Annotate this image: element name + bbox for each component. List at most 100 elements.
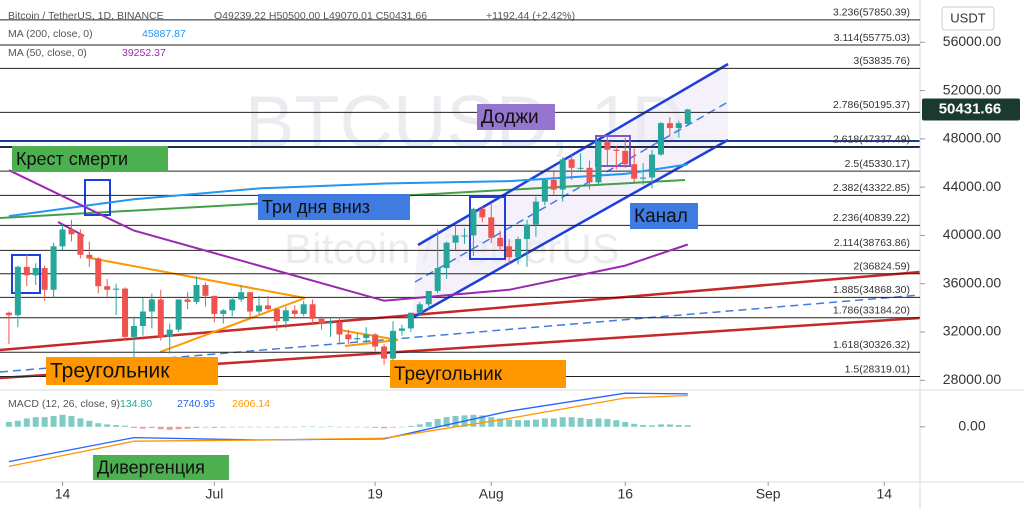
y-tick-label: 44000.00	[943, 178, 1002, 194]
annotation-box	[46, 357, 218, 385]
candle-body	[247, 292, 254, 312]
macd-bar	[41, 417, 48, 427]
macd-legend-value: 2740.95	[177, 398, 215, 410]
macd-bar	[282, 426, 289, 428]
candle-body	[443, 242, 450, 269]
macd-line	[8, 394, 688, 468]
price-badge-label: 50431.66	[939, 100, 1002, 117]
macd-bar	[398, 426, 405, 428]
candle-body	[14, 266, 21, 316]
candle-body	[666, 123, 673, 128]
candle-body	[595, 141, 602, 183]
macd-bar	[318, 426, 325, 428]
candle-body	[407, 312, 414, 329]
macd-bar	[113, 425, 120, 427]
macd-bar	[309, 426, 316, 428]
macd-bar	[157, 426, 164, 430]
macd-bar	[407, 425, 414, 427]
candle-body	[631, 164, 638, 179]
candle-body	[148, 299, 155, 312]
change-label: +1192.44 (+2.42%)	[486, 10, 575, 22]
macd-bar	[59, 414, 66, 427]
x-tick-label: Aug	[479, 486, 504, 502]
annotation-box	[390, 360, 566, 388]
candle-body	[506, 246, 513, 258]
macd-bar	[381, 426, 388, 429]
macd-bar	[86, 420, 93, 427]
candle-body	[363, 334, 370, 339]
ohlc-label: O49239.22 H50500.00 L49070.01 C50431.66	[214, 10, 427, 22]
x-tick-label: Sep	[756, 486, 781, 502]
candle-body	[166, 329, 173, 337]
macd-bar	[479, 415, 486, 427]
candle-body	[238, 292, 245, 300]
fib-label: 2(36824.59)	[853, 261, 910, 273]
macd-bar	[77, 418, 84, 427]
candle-body	[559, 159, 566, 190]
fib-label: 3.114(55775.03)	[834, 32, 910, 44]
macd-bar	[256, 426, 263, 428]
candle-body	[291, 310, 298, 314]
macd-bar	[657, 424, 664, 427]
symbol-label: Bitcoin / TetherUS, 1D, BINANCE	[8, 10, 164, 22]
annotation-text: Треугольник	[394, 364, 503, 385]
macd-bar	[327, 426, 334, 428]
annotation-box	[12, 146, 168, 172]
candle-body	[622, 150, 629, 165]
candle-body	[523, 224, 530, 240]
macd-bar	[122, 425, 129, 427]
macd-bar	[166, 426, 173, 430]
candle-body	[345, 334, 352, 340]
x-tick-label: 14	[55, 486, 71, 502]
macd-bar	[184, 426, 191, 429]
fib-label: 3.236(57850.39)	[833, 7, 910, 19]
channel-fill	[412, 64, 728, 318]
candle-body	[336, 322, 343, 335]
macd-bar	[559, 417, 566, 427]
macd-bar	[202, 426, 209, 428]
candle-body	[470, 208, 477, 236]
macd-bar	[631, 423, 638, 427]
y-tick-label: 40000.00	[943, 226, 1002, 242]
candle-body	[32, 268, 39, 276]
y-tick-label: 48000.00	[943, 130, 1002, 146]
macd-bar	[684, 425, 691, 427]
macd-bar	[497, 418, 504, 427]
currency-label[interactable]: USDT	[950, 10, 985, 25]
macd-bar	[506, 419, 513, 427]
macd-bar	[595, 418, 602, 427]
macd-bar	[175, 426, 182, 430]
macd-bar	[139, 426, 146, 429]
macd-bar	[238, 426, 245, 428]
candle-body	[256, 305, 263, 312]
macd-bar	[416, 424, 423, 427]
candle-body	[122, 288, 129, 337]
macd-bar	[68, 416, 75, 427]
macd-bar	[425, 422, 432, 427]
candle-body	[372, 334, 379, 347]
candle-body	[354, 338, 361, 340]
macd-bar	[14, 420, 21, 427]
candle-body	[398, 328, 405, 331]
candle-body	[461, 235, 468, 237]
candle-body	[175, 299, 182, 330]
annotation-text: Канал	[634, 206, 688, 227]
candle-body	[300, 304, 307, 314]
candle-body	[675, 123, 682, 128]
candle-body	[434, 268, 441, 291]
macd-bar	[50, 416, 57, 427]
macd-bar	[104, 424, 111, 427]
candle-body	[497, 237, 504, 247]
macd-bar	[541, 418, 548, 427]
highlight-box	[469, 196, 506, 260]
macd-bar	[211, 426, 218, 428]
annotation-text: Три дня вниз	[262, 197, 370, 217]
macd-name: MACD (12, 26, close, 9)	[8, 398, 120, 410]
macd-bar	[613, 420, 620, 427]
candle-body	[68, 229, 75, 235]
fib-label: 2.618(47337.49)	[833, 134, 910, 146]
currency-box[interactable]	[941, 6, 995, 31]
candle-body	[604, 141, 611, 150]
candle-body	[309, 304, 316, 319]
